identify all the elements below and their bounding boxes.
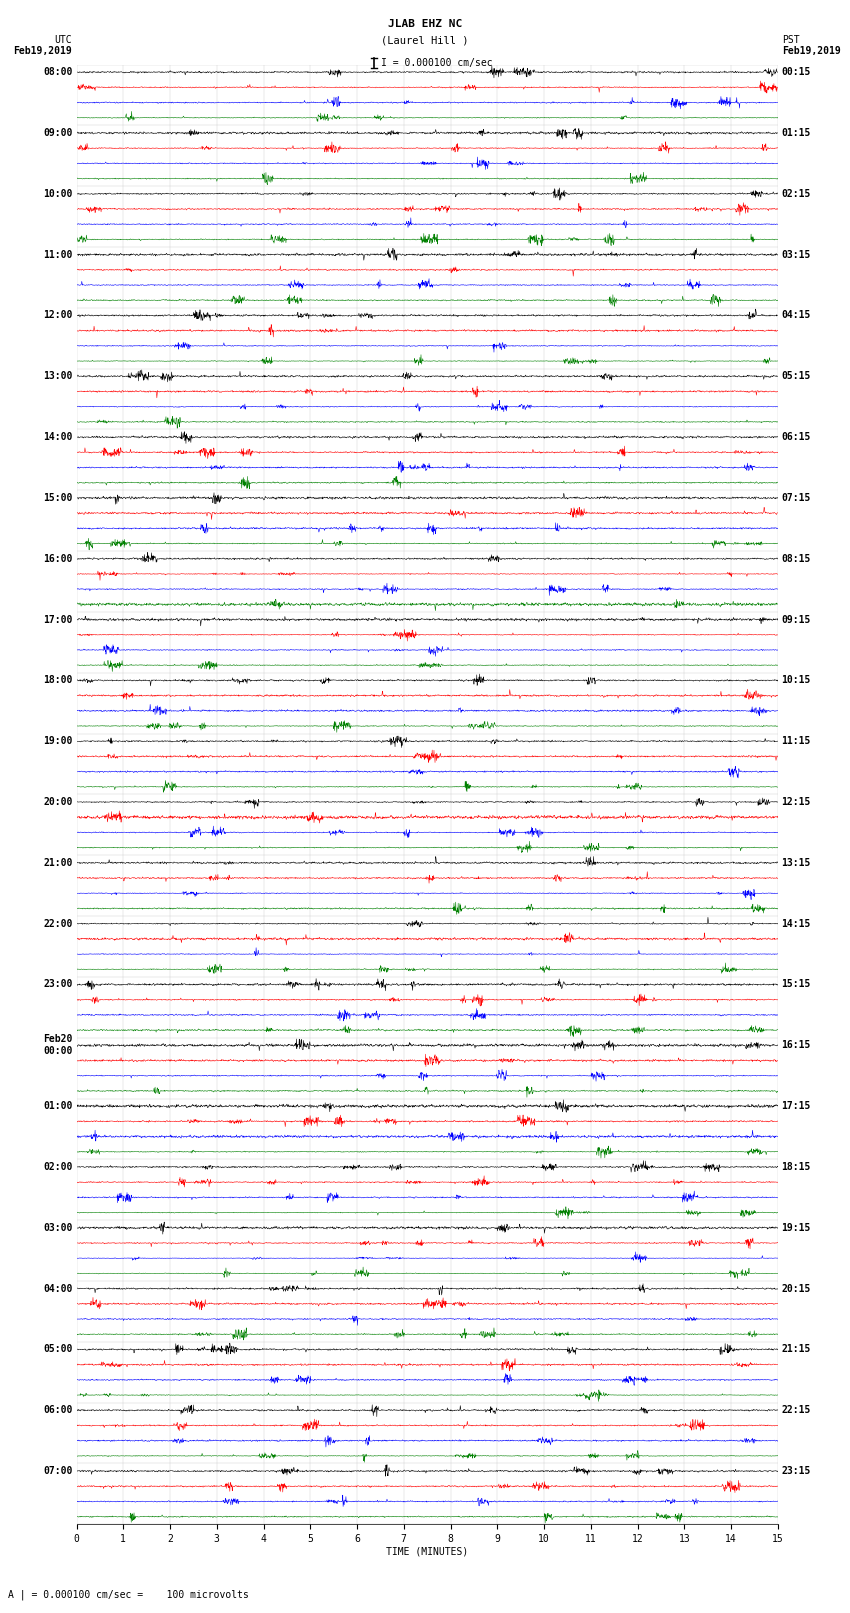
- Text: 23:00: 23:00: [43, 979, 73, 989]
- Text: 10:00: 10:00: [43, 189, 73, 198]
- Text: 09:00: 09:00: [43, 127, 73, 139]
- Text: 16:00: 16:00: [43, 553, 73, 563]
- Text: 03:00: 03:00: [43, 1223, 73, 1232]
- Text: 03:15: 03:15: [781, 250, 811, 260]
- Text: 00:15: 00:15: [781, 68, 811, 77]
- Text: 11:00: 11:00: [43, 250, 73, 260]
- Text: Feb20
00:00: Feb20 00:00: [43, 1034, 73, 1057]
- Text: 09:15: 09:15: [781, 615, 811, 624]
- Text: 22:15: 22:15: [781, 1405, 811, 1415]
- Text: 04:00: 04:00: [43, 1284, 73, 1294]
- X-axis label: TIME (MINUTES): TIME (MINUTES): [386, 1547, 468, 1557]
- Text: 16:15: 16:15: [781, 1040, 811, 1050]
- Text: 19:15: 19:15: [781, 1223, 811, 1232]
- Text: Feb19,2019: Feb19,2019: [782, 47, 841, 56]
- Text: 01:00: 01:00: [43, 1102, 73, 1111]
- Text: 08:15: 08:15: [781, 553, 811, 563]
- Text: 02:00: 02:00: [43, 1161, 73, 1173]
- Text: 02:15: 02:15: [781, 189, 811, 198]
- Text: 01:15: 01:15: [781, 127, 811, 139]
- Text: 07:00: 07:00: [43, 1466, 73, 1476]
- Text: 18:15: 18:15: [781, 1161, 811, 1173]
- Text: 11:15: 11:15: [781, 736, 811, 747]
- Text: 13:00: 13:00: [43, 371, 73, 381]
- Text: 17:15: 17:15: [781, 1102, 811, 1111]
- Text: 20:00: 20:00: [43, 797, 73, 806]
- Text: 20:15: 20:15: [781, 1284, 811, 1294]
- Text: 14:00: 14:00: [43, 432, 73, 442]
- Text: Feb19,2019: Feb19,2019: [14, 47, 72, 56]
- Text: 17:00: 17:00: [43, 615, 73, 624]
- Text: 08:00: 08:00: [43, 68, 73, 77]
- Text: 10:15: 10:15: [781, 676, 811, 686]
- Text: PST: PST: [782, 35, 800, 45]
- Text: 14:15: 14:15: [781, 919, 811, 929]
- Text: 05:15: 05:15: [781, 371, 811, 381]
- Text: 22:00: 22:00: [43, 919, 73, 929]
- Text: 18:00: 18:00: [43, 676, 73, 686]
- Text: 15:00: 15:00: [43, 494, 73, 503]
- Text: 12:15: 12:15: [781, 797, 811, 806]
- Text: UTC: UTC: [54, 35, 72, 45]
- Text: A | = 0.000100 cm/sec =    100 microvolts: A | = 0.000100 cm/sec = 100 microvolts: [8, 1589, 249, 1600]
- Text: 23:15: 23:15: [781, 1466, 811, 1476]
- Text: 19:00: 19:00: [43, 736, 73, 747]
- Text: 04:15: 04:15: [781, 310, 811, 321]
- Text: 21:00: 21:00: [43, 858, 73, 868]
- Text: I = 0.000100 cm/sec: I = 0.000100 cm/sec: [381, 58, 492, 68]
- Text: (Laurel Hill ): (Laurel Hill ): [382, 35, 468, 45]
- Text: 07:15: 07:15: [781, 494, 811, 503]
- Text: 12:00: 12:00: [43, 310, 73, 321]
- Text: 06:00: 06:00: [43, 1405, 73, 1415]
- Text: 05:00: 05:00: [43, 1344, 73, 1355]
- Text: 06:15: 06:15: [781, 432, 811, 442]
- Text: 13:15: 13:15: [781, 858, 811, 868]
- Text: 15:15: 15:15: [781, 979, 811, 989]
- Text: 21:15: 21:15: [781, 1344, 811, 1355]
- Text: JLAB EHZ NC: JLAB EHZ NC: [388, 19, 462, 29]
